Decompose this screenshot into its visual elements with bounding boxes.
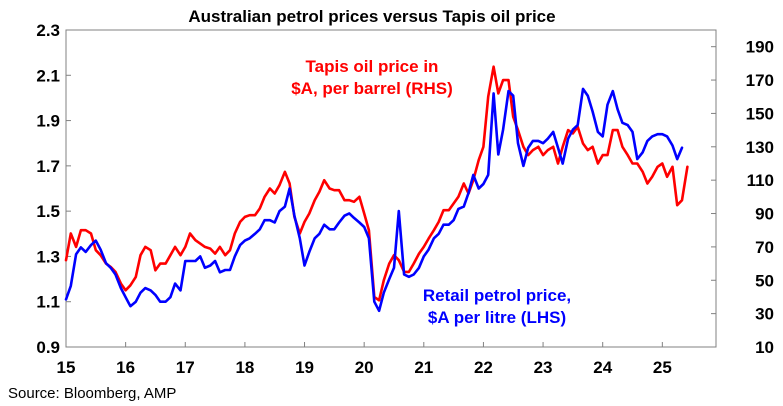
- x-tick-label: 19: [295, 358, 314, 377]
- tapis-annotation-line1: Tapis oil price in: [306, 57, 439, 76]
- left-tick-label: 1.1: [36, 293, 60, 312]
- left-tick-label: 2.3: [36, 21, 60, 40]
- petrol-annotation-line2: $A per litre (LHS): [428, 308, 566, 327]
- chart-title: Australian petrol prices versus Tapis oi…: [188, 7, 555, 26]
- right-tick-label: 190: [746, 38, 774, 57]
- petrol-annotation-line1: Retail petrol price,: [423, 286, 571, 305]
- tapis-oil-price-line: [64, 65, 689, 302]
- left-tick-label: 0.9: [36, 338, 60, 357]
- x-tick-label: 16: [116, 358, 135, 377]
- x-tick-label: 25: [653, 358, 672, 377]
- tapis-annotation-line2: $A, per barrel (RHS): [291, 79, 453, 98]
- right-tick-label: 90: [755, 205, 774, 224]
- series-layer: [64, 65, 689, 313]
- left-axis-ticks: 0.9 1.1 1.3 1.5 1.7 1.9 2.1 2.3: [36, 21, 71, 357]
- x-tick-label: 24: [593, 358, 612, 377]
- x-tick-label: 17: [176, 358, 195, 377]
- x-tick-label: 22: [474, 358, 493, 377]
- x-tick-label: 18: [235, 358, 254, 377]
- right-tick-label: 110: [747, 171, 774, 190]
- left-tick-label: 1.5: [36, 202, 60, 221]
- right-tick-label: 170: [746, 71, 774, 90]
- retail-petrol-price-line: [64, 87, 684, 313]
- right-tick-label: 150: [746, 104, 774, 123]
- right-tick-label: 30: [755, 305, 774, 324]
- source-note: Source: Bloomberg, AMP: [8, 385, 176, 402]
- x-tick-label: 21: [414, 358, 433, 377]
- right-tick-label: 50: [755, 271, 774, 290]
- right-tick-label: 70: [755, 238, 774, 257]
- left-tick-label: 1.9: [36, 112, 60, 131]
- right-axis-ticks: 10 30 50 70 90 110 130 150 170 190: [711, 38, 774, 357]
- right-tick-label: 10: [755, 338, 774, 357]
- left-tick-label: 2.1: [36, 66, 60, 85]
- x-tick-label: 23: [534, 358, 553, 377]
- plot-area: [65, 29, 717, 348]
- x-tick-label: 20: [355, 358, 374, 377]
- x-axis-ticks: 15 16 17 18 19 20 21 22 23 24 25: [57, 342, 672, 377]
- x-tick-label: 15: [57, 358, 76, 377]
- left-tick-label: 1.3: [36, 247, 60, 266]
- right-tick-label: 130: [746, 138, 774, 157]
- left-tick-label: 1.7: [36, 157, 60, 176]
